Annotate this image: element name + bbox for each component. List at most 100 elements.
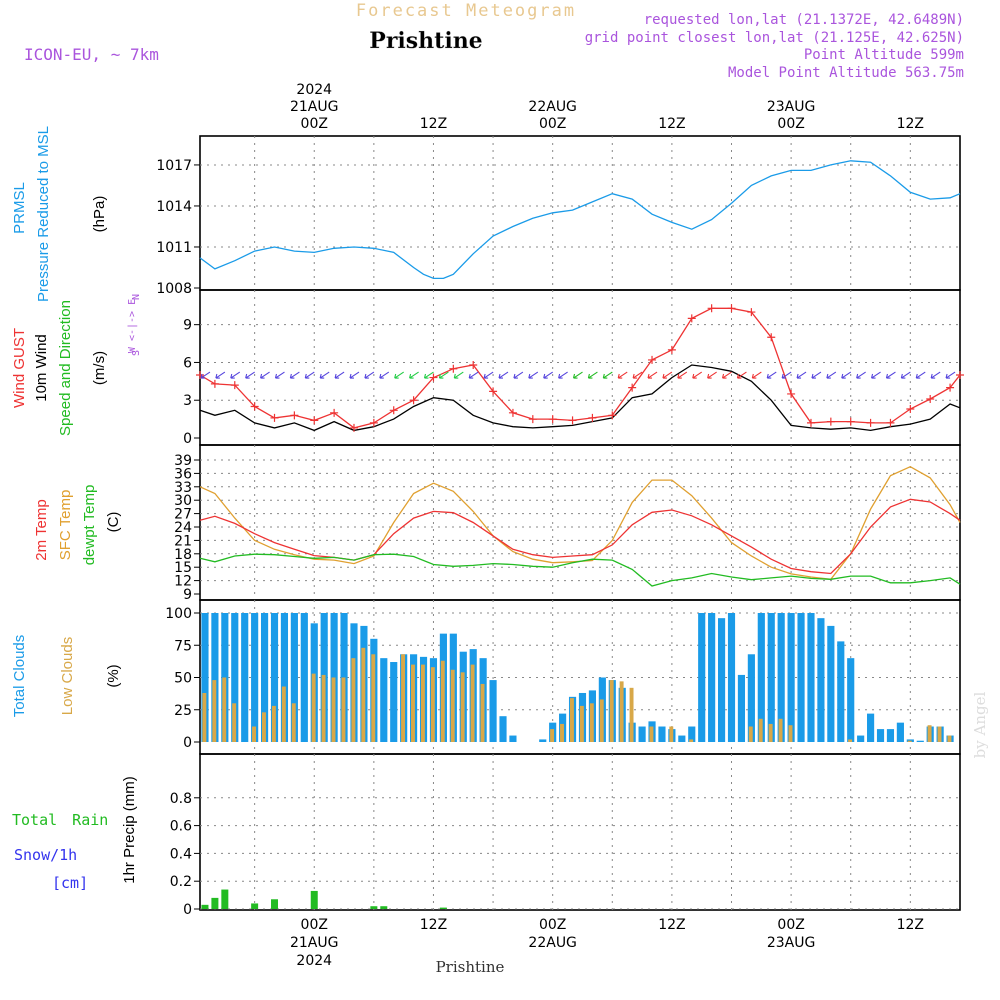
gust-marker — [330, 408, 339, 417]
gust-marker — [469, 360, 478, 369]
gust-marker — [667, 345, 676, 354]
low-cloud-bar — [758, 718, 763, 742]
wind-direction-arrow — [274, 371, 285, 379]
gust-marker — [846, 417, 855, 426]
low-cloud-bar — [371, 654, 376, 742]
rain-bar — [310, 890, 318, 909]
wind-label: 10m Wind — [33, 334, 50, 402]
low-cloud-bar — [589, 703, 594, 742]
total-cloud-bar — [688, 726, 696, 742]
gust-marker — [230, 381, 239, 390]
model-label: ICON-EU, ~ 7km — [24, 45, 159, 64]
low-cloud-bar — [579, 705, 584, 742]
wind-direction-arrow — [394, 371, 404, 379]
y-tick-label: 1011 — [156, 240, 192, 256]
time-label-bottom: 22AUG — [528, 935, 577, 951]
total-cloud-bar — [727, 613, 736, 742]
y-tick-label: 50 — [174, 671, 192, 687]
low-cloud-bar — [361, 647, 366, 742]
wind-direction-arrow — [587, 371, 598, 379]
time-label-bottom: 00Z — [301, 917, 328, 933]
time-label-top: 22AUG — [528, 99, 577, 115]
low-cloud-bar — [411, 664, 415, 742]
low-cloud-bar — [232, 703, 237, 742]
total-cloud-bar — [658, 726, 666, 742]
total-cloud-bar — [638, 726, 646, 742]
low-cloud-label: Low Clouds — [59, 637, 76, 715]
low-cloud-bar — [321, 674, 326, 742]
gust-marker — [608, 411, 617, 420]
gust-marker — [926, 394, 935, 403]
low-cloud-bar — [341, 677, 346, 742]
gust-marker — [727, 304, 736, 313]
total-cloud-bar — [241, 613, 249, 742]
gridpoint-coords: grid point closest lon,lat (21.125E, 42.… — [585, 30, 964, 46]
gust-marker — [250, 402, 259, 411]
low-cloud-bar — [560, 723, 564, 742]
wind-direction-arrow — [841, 371, 852, 379]
gust-marker — [349, 423, 358, 432]
low-cloud-bar — [609, 680, 614, 742]
wind-direction-arrow — [230, 371, 241, 379]
total-cloud-bar — [886, 729, 895, 742]
low-cloud-bar — [271, 705, 276, 742]
gust-marker — [866, 418, 875, 427]
gust-marker — [747, 308, 756, 317]
gust-marker — [508, 408, 517, 417]
wind-units: (m/s) — [91, 351, 108, 385]
wind-direction-arrow — [662, 371, 673, 379]
precip-units: 1hr Precip (mm) — [121, 776, 138, 884]
rain-bar — [439, 907, 447, 909]
total-cloud-bar — [906, 739, 914, 742]
y-tick-label: 1008 — [156, 281, 192, 297]
time-label-bottom: 2024 — [296, 953, 332, 969]
low-cloud-bar — [470, 664, 475, 742]
total-cloud-bar — [678, 735, 686, 742]
total-cloud-bar — [260, 613, 269, 742]
gust-marker — [389, 406, 398, 415]
dewpoint-line — [199, 553, 961, 587]
gust-marker — [290, 411, 299, 420]
rain-bar — [251, 903, 259, 909]
total-cloud-bar — [489, 680, 497, 742]
model-altitude: Model Point Altitude 563.75m — [728, 65, 964, 81]
total-cloud-bar — [867, 713, 875, 742]
total-cloud-bar — [717, 618, 726, 742]
y-tick-label: 3 — [183, 393, 192, 409]
low-cloud-bar — [261, 712, 266, 742]
wind-direction-arrow — [647, 371, 658, 379]
t2m-label: 2m Temp — [33, 499, 50, 560]
gust-marker — [409, 396, 418, 405]
low-cloud-bar — [689, 739, 694, 742]
total-cloud-bar — [827, 625, 835, 742]
y-tick-label: 0 — [183, 902, 192, 918]
gust-line — [199, 307, 961, 429]
wind-direction-arrow — [826, 371, 837, 379]
low-cloud-bar — [599, 699, 604, 742]
gust-marker — [628, 383, 637, 392]
wind-direction-arrow — [930, 371, 941, 379]
time-label-bottom: 12Z — [897, 917, 924, 933]
total-cloud-bar — [539, 739, 547, 742]
wind-direction-arrow — [722, 371, 732, 379]
y-tick-label: 100 — [165, 606, 192, 622]
rain-bar — [380, 906, 388, 909]
time-label-bottom: 21AUG — [290, 935, 339, 951]
total-cloud-bar — [499, 716, 507, 742]
time-label-top: 00Z — [777, 116, 804, 132]
low-cloud-bar — [629, 687, 634, 742]
low-cloud-bar — [748, 726, 753, 742]
rain-bar — [201, 904, 209, 909]
total-cloud-bar — [857, 735, 865, 742]
requested-coords: requested lon,lat (21.1372E, 42.6489N) — [644, 12, 964, 28]
gust-marker — [707, 304, 716, 313]
gust-marker — [548, 415, 557, 424]
compass-south: S — [131, 350, 142, 356]
wind-direction-arrow — [245, 371, 255, 379]
total-cloud-bar — [280, 613, 289, 742]
gust-marker — [528, 415, 537, 424]
gust-marker — [210, 379, 219, 388]
wind-direction-arrow — [677, 371, 688, 379]
total-cloud-bar — [777, 613, 785, 742]
y-tick-label: 9 — [183, 587, 192, 603]
